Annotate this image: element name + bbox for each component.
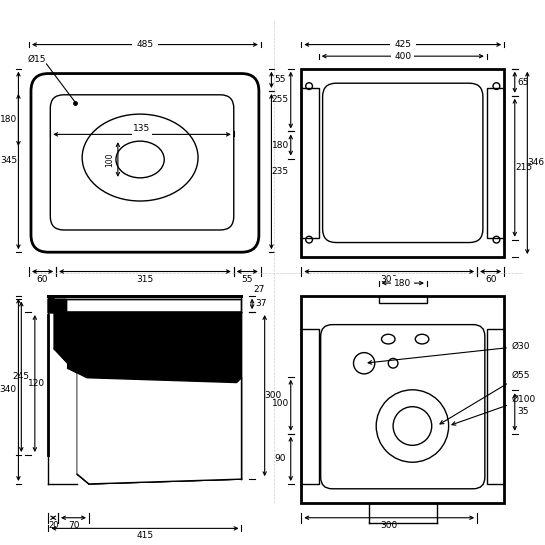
Text: 180: 180 (394, 278, 411, 288)
Text: 135: 135 (134, 124, 150, 133)
Text: 300: 300 (265, 391, 282, 400)
Text: 235: 235 (271, 167, 289, 176)
Text: 60: 60 (485, 275, 496, 284)
Bar (49, 299, 66, 312)
Bar (301, 329, 319, 484)
Text: Ø15: Ø15 (28, 54, 46, 64)
Text: 255: 255 (271, 95, 289, 104)
Bar (49, 299, 241, 312)
Text: 70: 70 (68, 521, 79, 530)
Bar (301, 69, 504, 257)
Bar (487, 88, 504, 238)
Text: 300: 300 (380, 521, 398, 530)
Text: 245: 245 (12, 372, 29, 381)
Text: 65: 65 (518, 78, 529, 87)
Text: 60: 60 (37, 275, 49, 284)
Text: 180: 180 (271, 141, 289, 149)
Text: 100: 100 (271, 399, 289, 408)
Text: 37: 37 (255, 299, 267, 308)
Text: 120: 120 (28, 379, 45, 388)
Text: 300: 300 (380, 275, 398, 284)
Polygon shape (77, 373, 241, 484)
Text: 345: 345 (0, 156, 17, 165)
Text: 315: 315 (136, 275, 154, 284)
Text: 425: 425 (394, 40, 411, 49)
Bar (301, 295, 504, 503)
Text: 20: 20 (48, 521, 58, 530)
Text: Ø100: Ø100 (452, 395, 536, 425)
Text: 90: 90 (274, 455, 286, 463)
Text: 215: 215 (515, 163, 532, 172)
Text: Ø55: Ø55 (440, 371, 530, 424)
Text: 27: 27 (253, 286, 264, 294)
Text: 400: 400 (394, 52, 411, 60)
Text: 55: 55 (241, 275, 253, 284)
Text: 346: 346 (528, 159, 544, 167)
Text: 485: 485 (136, 40, 154, 49)
Bar (301, 88, 319, 238)
Text: 180: 180 (0, 116, 17, 124)
Bar (487, 329, 504, 484)
Text: 100: 100 (106, 152, 114, 167)
Text: 415: 415 (136, 531, 154, 540)
Text: 55: 55 (274, 75, 286, 84)
Bar (379, 295, 427, 304)
Text: Ø30: Ø30 (368, 342, 530, 364)
Text: 340: 340 (0, 385, 16, 394)
Polygon shape (49, 299, 241, 484)
Text: 35: 35 (518, 407, 529, 416)
